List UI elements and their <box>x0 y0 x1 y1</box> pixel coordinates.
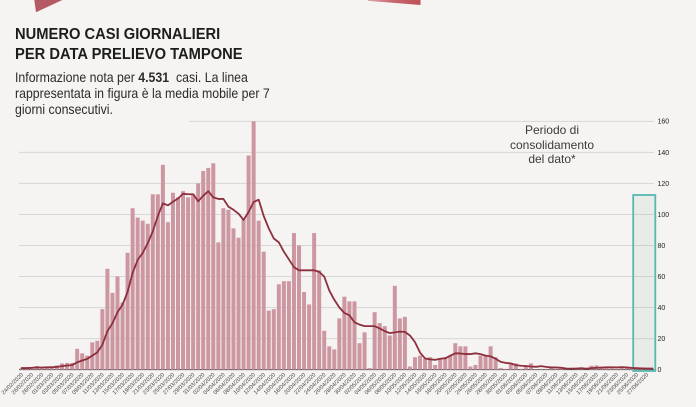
svg-text:60: 60 <box>658 274 666 281</box>
svg-text:0: 0 <box>658 367 662 374</box>
svg-text:20: 20 <box>658 336 666 343</box>
svg-text:120: 120 <box>658 181 670 188</box>
svg-text:160: 160 <box>658 119 670 126</box>
svg-text:140: 140 <box>658 150 670 157</box>
svg-text:40: 40 <box>658 305 666 312</box>
svg-text:100: 100 <box>658 212 670 219</box>
svg-text:80: 80 <box>658 243 666 250</box>
